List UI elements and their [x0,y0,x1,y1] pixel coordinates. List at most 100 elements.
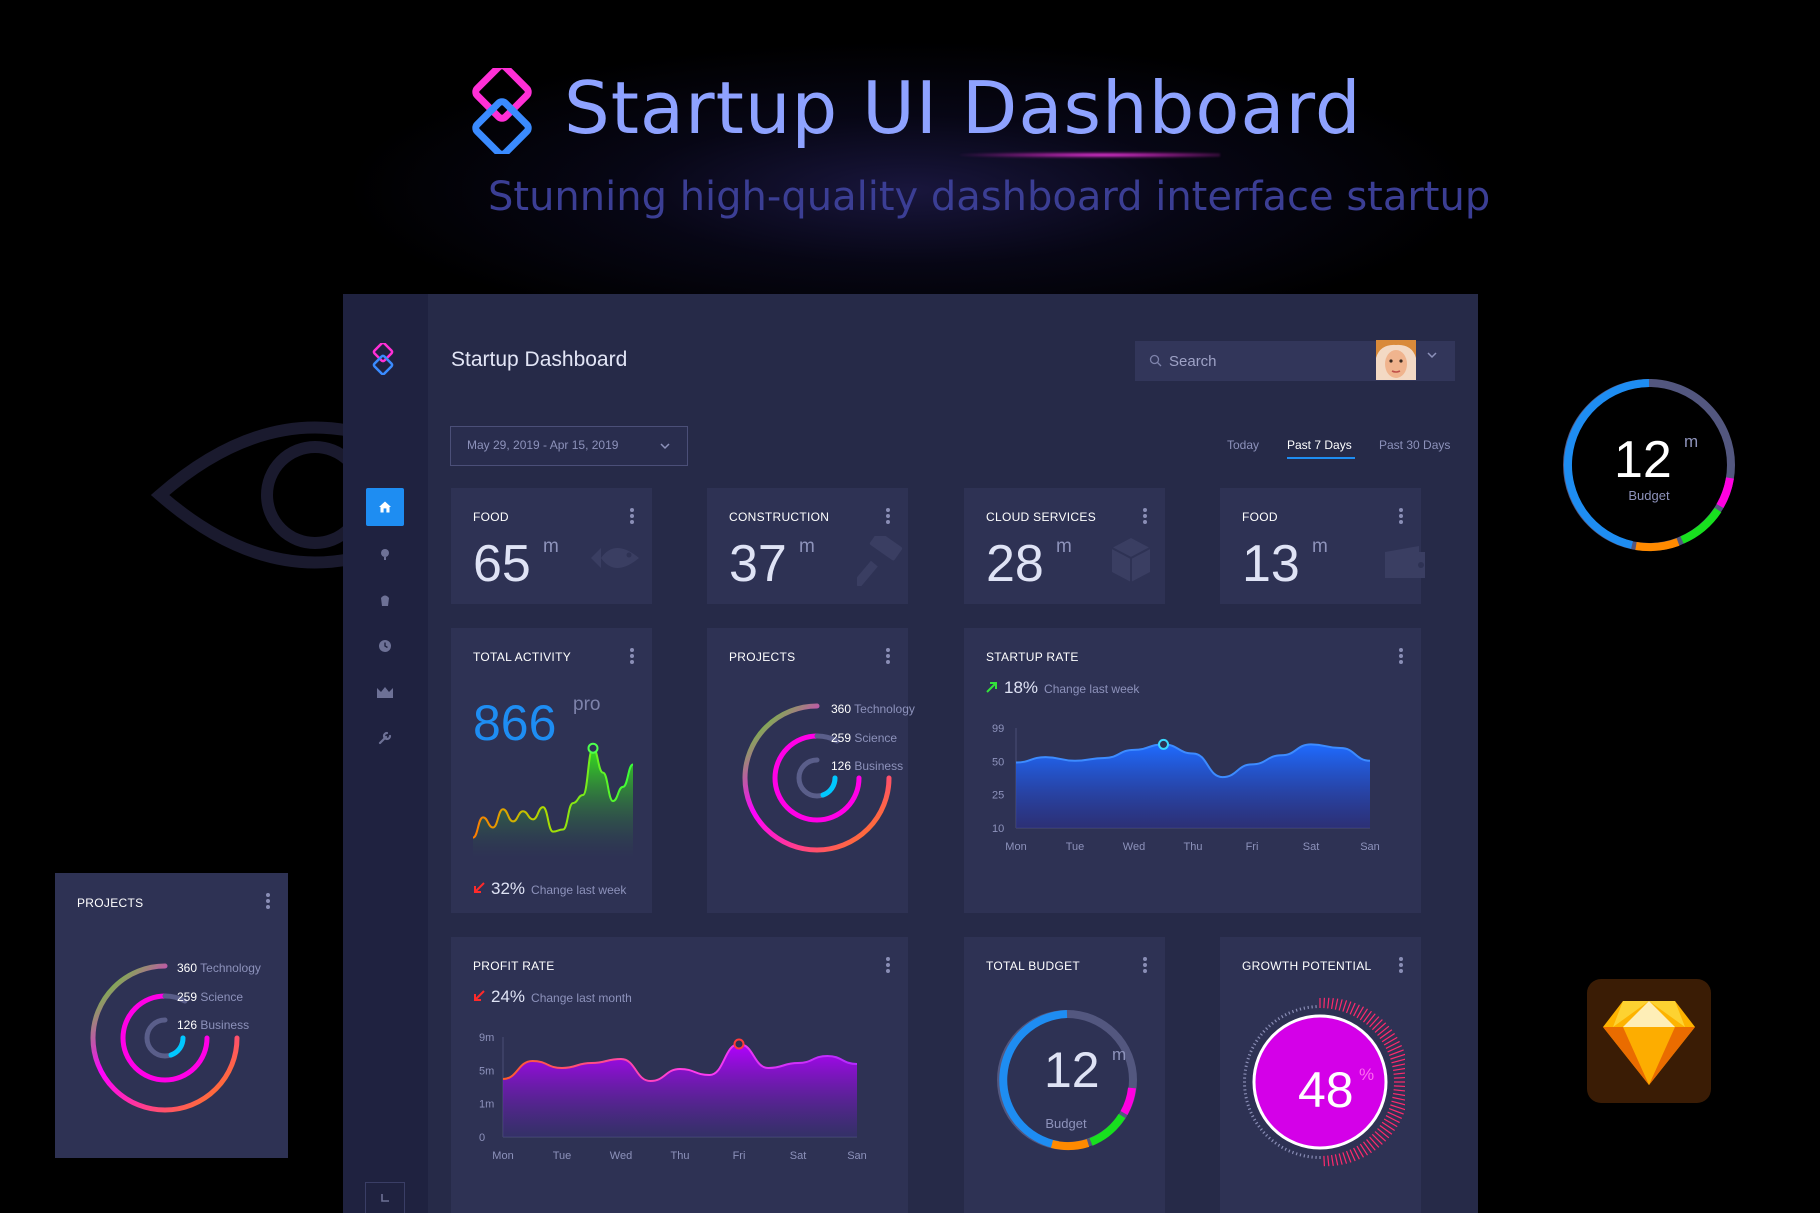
card-menu-icon[interactable] [1143,957,1147,973]
x-tick-label: Tue [1066,841,1085,853]
stat-card-food-2[interactable]: FOOD 13 m [1220,488,1425,604]
budget-value: 12 [1044,1042,1100,1098]
active-tab-underline [1287,457,1355,459]
gauge-tick [1393,1085,1405,1088]
gauge-tick [1377,1025,1390,1036]
card-menu-icon[interactable] [630,508,634,524]
stat-card-construction[interactable]: CONSTRUCTION 37 m [707,488,908,604]
card-title: GROWTH POTENTIAL [1242,959,1372,973]
card-title: FOOD [473,510,509,524]
arrow-down-left-icon [474,882,485,893]
gauge-tick [1334,998,1339,1010]
area-line [1015,743,1371,779]
sidebar-item-crown[interactable] [366,673,404,711]
total-budget-card[interactable]: TOTAL BUDGET 12 m Budget [964,937,1165,1213]
sidebar-item-wrench[interactable] [366,719,404,757]
growth-gauge [1243,997,1405,1167]
gauge-tick [1345,1150,1352,1163]
home-icon [379,501,391,513]
x-tick-label: Sat [790,1150,807,1162]
sidebar [343,294,428,1213]
sidebar-item-mic[interactable] [366,535,404,573]
card-menu-icon[interactable] [1399,648,1403,664]
gauge-tick [1381,1121,1395,1131]
stat-value: 28 [986,535,1044,593]
tab-past-7-days[interactable]: Past 7 Days [1287,438,1352,452]
gauge-tick [1265,1133,1269,1137]
sidebar-item-clock[interactable] [366,627,404,665]
growth-unit: % [1359,1065,1375,1084]
search-input[interactable] [1169,341,1369,381]
profit-rate-card[interactable]: PROFIT RATE 24% Change last month 9m 5m 1m… [451,937,908,1213]
logo-diamond-icon [472,68,532,154]
gauge-tick [1338,1153,1343,1165]
card-menu-icon[interactable] [1399,508,1403,524]
gauge-tick [1342,1152,1348,1164]
avatar[interactable] [1376,340,1416,380]
gauge-tick [1271,1139,1274,1143]
total-activity-card[interactable]: TOTAL ACTIVITY 866 pro 32% Change last w… [451,628,652,913]
date-range-select[interactable]: May 29, 2019 - Apr 15, 2019 [450,426,688,466]
gauge-tick [1295,1008,1298,1012]
gauge-tick [1390,1104,1405,1111]
startup-rate-card[interactable]: STARTUP RATE 18% Change last week 99 50 25… [964,628,1421,913]
floating-projects-card[interactable]: PROJECTS 360 Technology 259 Science 126 … [55,873,288,1158]
gauge-tick [1392,1092,1405,1097]
gauge-tick [1245,1100,1249,1103]
floating-budget-unit: m [1684,432,1699,451]
change-label: Change last week [531,883,627,897]
floating-budget-value: 12 [1614,431,1672,489]
tab-past-30-days[interactable]: Past 30 Days [1379,438,1451,452]
gauge-tick [1388,1049,1404,1057]
card-menu-icon[interactable] [886,957,890,973]
gauge-tick [1330,998,1334,1010]
tab-today[interactable]: Today [1227,438,1260,452]
y-tick-label: 50 [992,756,1004,768]
wallet-icon [1385,546,1425,578]
gauge-tick [1366,1013,1376,1025]
gauge-tick [1277,1143,1281,1147]
x-tick-label: Sat [1303,841,1320,853]
gauge-tick [1271,1021,1274,1025]
projects-card[interactable]: PROJECTS 360 Technology 259 Science 126 … [707,628,915,913]
gauge-tick [1392,1063,1405,1068]
highlight-point [733,1038,745,1050]
card-menu-icon[interactable] [886,648,890,664]
gauge-tick [1323,1155,1326,1167]
gauge-tick [1334,1154,1339,1166]
sidebar-item-plant[interactable] [366,581,404,619]
legend-science: 259 Science [177,990,244,1004]
area-fill [503,1044,857,1137]
gauge-tick [1259,1128,1263,1131]
card-title: PROJECTS [77,896,144,910]
growth-potential-card[interactable]: GROWTH POTENTIAL 48 % [1220,937,1421,1213]
area-line [502,1042,858,1083]
legend-technology: 360 Technology [831,702,915,716]
gauge-tick [1349,1149,1356,1162]
gauge-tick [1246,1104,1250,1107]
sidebar-logo-icon[interactable] [368,343,400,375]
gauge-tick [1391,1100,1405,1106]
card-menu-icon[interactable] [886,508,890,524]
clock-icon [379,640,391,652]
sidebar-item-home[interactable] [366,488,404,526]
stat-card-cloud-services[interactable]: CLOUD SERVICES 28 m [964,488,1165,604]
gauge-tick [1393,1076,1405,1079]
stat-card-food[interactable]: FOOD 65 m [451,488,652,604]
hero-subtitle: Stunning high-quality dashboard interfac… [488,174,1491,220]
gauge-tick [1299,1153,1302,1157]
gauge-tick [1247,1107,1252,1111]
gauge-tick [1244,1065,1248,1068]
sidebar-bottom-button[interactable] [365,1182,405,1213]
chevron-down-icon[interactable] [1426,349,1438,361]
gauge-tick [1381,1033,1395,1043]
card-menu-icon[interactable] [1143,508,1147,524]
gauge-tick [1259,1033,1263,1036]
change-label: Change last week [1044,682,1140,696]
card-menu-icon[interactable] [1399,957,1403,973]
sketch-app-badge [1587,979,1711,1103]
card-menu-icon[interactable] [630,648,634,664]
gauge-tick [1385,1115,1400,1124]
cube-icon [1111,538,1151,582]
card-menu-icon[interactable] [266,893,270,909]
